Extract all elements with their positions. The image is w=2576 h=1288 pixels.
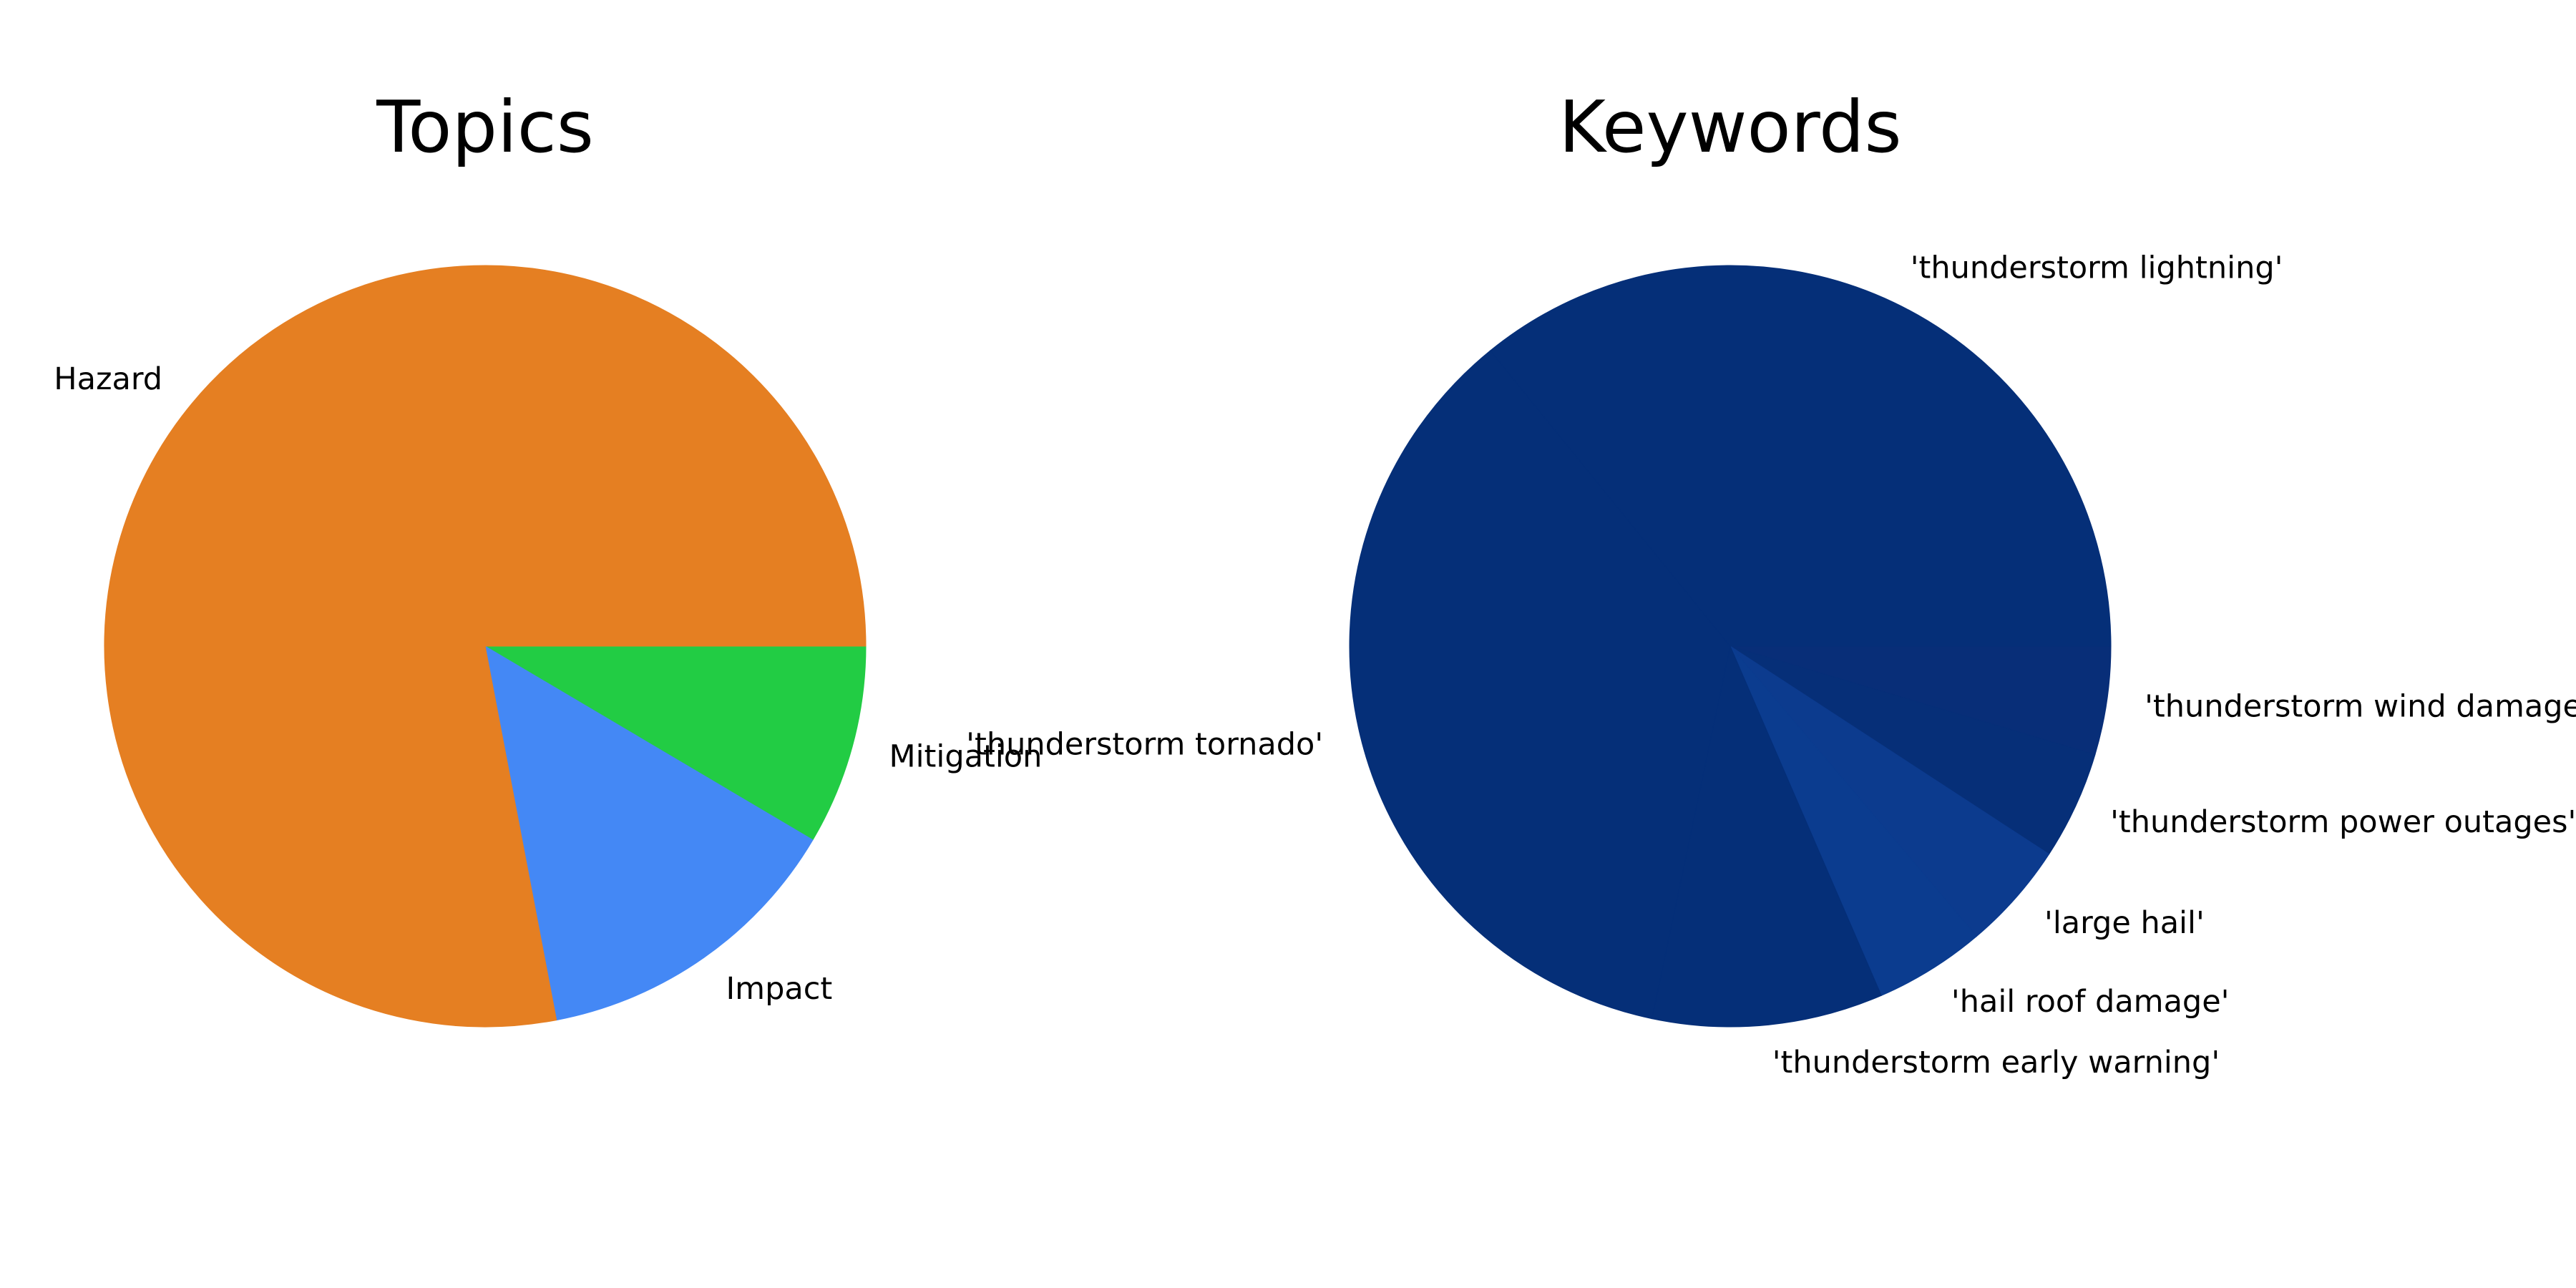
chart-title-topics: Topics	[376, 85, 594, 169]
pie-slice-thunderstorm-tornado	[1349, 350, 1731, 1020]
slice-label-mitigation: Mitigation	[889, 738, 1043, 774]
slice-label-thunderstorm-power-outages: 'thunderstorm power outages'	[2110, 804, 2576, 840]
slice-label-thunderstorm-tornado: 'thunderstorm tornado'	[966, 727, 1323, 763]
pie-slice-thunderstorm-early-warning	[1651, 645, 1882, 1028]
slice-label-hazard: Hazard	[54, 361, 162, 397]
keywords-slices	[1349, 265, 2112, 1028]
slice-label-thunderstorm-lightning: 'thunderstorm lightning'	[1911, 250, 2283, 286]
slice-label-thunderstorm-early-warning: 'thunderstorm early warning'	[1772, 1045, 2220, 1080]
slice-label-large-hail: 'large hail'	[2044, 905, 2205, 941]
slice-label-thunderstorm-wind-damage: 'thunderstorm wind damage'	[2145, 688, 2576, 724]
keywords-slice-labels: 'thunderstorm wind damage' 'thunderstorm …	[966, 250, 2576, 1080]
topics-slice-labels: Mitigation Impact Hazard	[54, 361, 1042, 1007]
slice-label-hail-roof-damage: 'hail roof damage'	[1951, 984, 2230, 1020]
topics-pie-chart: Topics Mitigation Impact Hazard	[54, 85, 1042, 1028]
pie-slice-impact	[484, 645, 814, 1021]
slice-label-impact: Impact	[726, 971, 833, 1007]
keywords-pie-chart: Keywords 'thunderstorm wind damage''thun…	[966, 85, 2576, 1080]
pie-slice-hazard	[104, 265, 867, 1028]
pie-slice-hail-roof-damage	[1729, 645, 1977, 996]
chart-title-keywords: Keywords	[1558, 85, 1901, 169]
topics-slices	[104, 265, 867, 1028]
pie-slice-mitigation	[484, 645, 867, 841]
pie-slice-thunderstorm-lightning	[1490, 265, 2112, 647]
